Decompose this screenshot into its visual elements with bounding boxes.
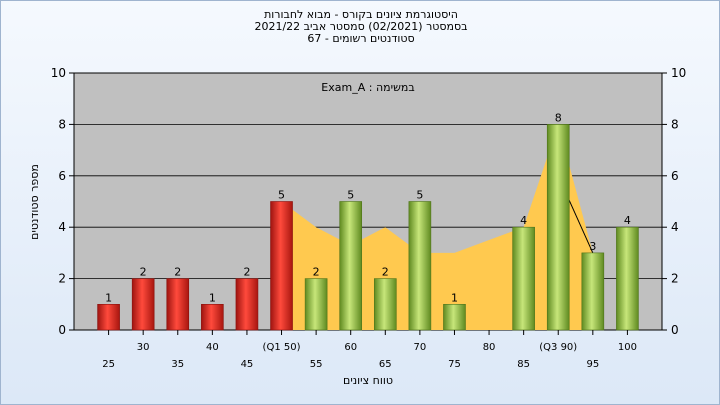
annotation-text: במשימה : Exam_A [321,81,414,94]
data-label: 4 [624,214,631,227]
y-tick-label-right: 8 [671,117,679,131]
y-tick-label-left: 4 [58,220,66,234]
x-tick-label: 25 [102,359,115,370]
y-tick-label-right: 2 [671,272,679,286]
y-tick-label-right: 4 [671,220,679,234]
data-label: 2 [313,266,320,279]
y-tick-label-left: 0 [58,323,66,337]
x-tick-label: 70 [414,342,427,353]
data-label: 2 [174,266,181,279]
data-label: 5 [416,189,423,202]
data-label: 3 [589,240,596,253]
chart-title: היסטוגרמת ציונים בקורס - מבוא לחבורות בס… [1,9,720,45]
data-label: 8 [555,111,562,124]
data-labels: 1 2 2 1 2 5 2 5 2 5 1 4 8 3 4 [105,111,631,304]
x-tick-label: 95 [586,359,599,370]
bar [235,278,259,331]
title-line-1: היסטוגרמת ציונים בקורס - מבוא לחבורות [264,8,458,21]
x-tick-label: 60 [344,342,357,353]
y-tick-label-left: 10 [51,66,66,80]
bar [408,201,432,331]
y-tick-label-left: 8 [58,117,66,131]
y-tick-label-right: 10 [671,66,686,80]
data-label: 5 [347,189,354,202]
data-label: 1 [451,291,458,304]
bar [616,226,639,331]
data-label: 4 [520,214,527,227]
x-tick-label: 75 [448,359,461,370]
data-label: 1 [105,291,112,304]
x-tick-label: 30 [137,342,150,353]
title-line-2: בסמסטר (02/2021) סמסטר אביב 2021/22 [254,20,468,33]
x-tick-label: 80 [483,342,496,353]
x-axis-title: טווח ציונים [343,374,393,387]
data-label: 2 [243,266,250,279]
bar [304,278,328,331]
bar [373,278,397,331]
x-tick-label: 85 [517,359,530,370]
bar [270,201,293,331]
bar [581,252,605,331]
x-tick-label: (Q3 90) [539,342,577,353]
bar [512,226,535,331]
data-label: 1 [209,291,216,304]
bar [339,201,363,331]
y-tick-label-right: 6 [671,169,679,183]
x-tick-label: 55 [310,359,323,370]
x-tick-label: 100 [618,342,637,353]
bar [201,303,224,331]
x-tick-label: 35 [171,359,184,370]
y-axis-title: מספר סטודנטים [28,164,41,240]
data-label: 5 [278,189,285,202]
bars [97,124,639,331]
x-tick-label: 45 [241,359,254,370]
data-label: 2 [140,266,147,279]
y-axis: 0 0 2 2 4 4 6 6 8 8 10 10 [51,66,687,337]
title-line-3: סטודנטים רשומים - 67 [307,32,415,45]
bar [443,303,466,331]
bar [97,303,120,331]
x-tick-label: (Q1 50) [263,342,301,353]
x-axis: 25 30 35 40 45 (Q1 50) 55 60 65 70 75 80 85 (Q3 90) 95… [102,330,637,370]
x-tick-label: 40 [206,342,219,353]
bar [131,278,155,331]
bar [166,278,190,331]
y-tick-label-right: 0 [671,323,679,337]
y-tick-label-left: 2 [58,272,66,286]
x-tick-label: 65 [379,359,392,370]
bar [546,124,570,331]
data-label: 2 [382,266,389,279]
y-tick-label-left: 6 [58,169,66,183]
